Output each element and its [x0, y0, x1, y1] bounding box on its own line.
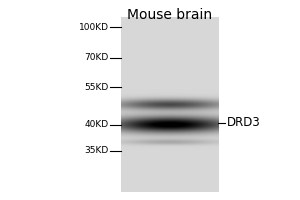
Text: Mouse brain: Mouse brain — [127, 8, 212, 22]
Text: DRD3: DRD3 — [226, 116, 260, 129]
Text: 40KD: 40KD — [85, 120, 109, 129]
Text: 55KD: 55KD — [85, 83, 109, 92]
Text: 100KD: 100KD — [79, 23, 109, 32]
Text: 35KD: 35KD — [85, 146, 109, 155]
Text: 70KD: 70KD — [85, 53, 109, 62]
